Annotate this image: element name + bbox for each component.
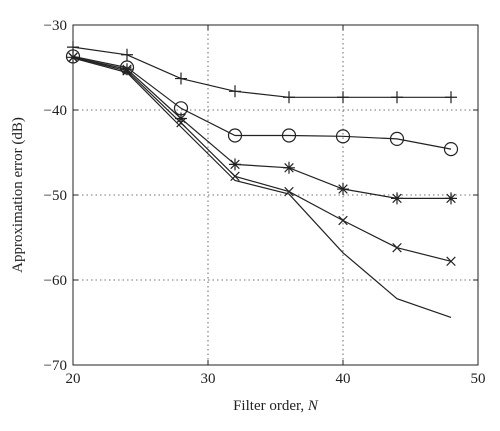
point-plus-marker bbox=[175, 72, 187, 85]
point-plus-marker bbox=[283, 91, 295, 104]
x-tick-label: 50 bbox=[471, 371, 486, 387]
y-tick-label: −40 bbox=[44, 103, 67, 119]
series-3-star bbox=[67, 51, 457, 205]
point-circle-marker bbox=[389, 131, 405, 146]
point-circle-marker bbox=[227, 128, 243, 143]
y-tick-label: −30 bbox=[44, 18, 67, 34]
series-line bbox=[72, 56, 452, 262]
point-plus-marker bbox=[337, 91, 349, 104]
y-tick-label: −60 bbox=[44, 273, 67, 289]
point-cross-marker bbox=[284, 186, 294, 197]
x-tick-label: 40 bbox=[336, 371, 351, 387]
x-axis-label: Filter order, N bbox=[233, 398, 319, 414]
point-plus-marker bbox=[121, 48, 133, 61]
x-tick-label: 20 bbox=[66, 371, 81, 387]
point-circle-marker bbox=[281, 128, 297, 143]
series-5-none bbox=[72, 57, 452, 318]
tick-labels: 20 30 40 50 −30 −40 −50 −60 −70 bbox=[44, 18, 486, 387]
point-plus-marker bbox=[445, 91, 457, 104]
point-cross-marker bbox=[338, 215, 348, 226]
series-line bbox=[72, 57, 452, 318]
point-star-marker bbox=[175, 112, 187, 125]
point-cross-marker bbox=[122, 66, 132, 76]
ticks bbox=[72, 24, 479, 366]
x-axis-label-text: Filter order, bbox=[233, 398, 308, 414]
point-circle-marker bbox=[335, 129, 351, 144]
point-star-marker bbox=[283, 161, 295, 174]
point-circle-marker bbox=[443, 142, 459, 157]
series-line bbox=[72, 56, 451, 199]
point-star-marker bbox=[445, 192, 457, 205]
point-cross-marker bbox=[392, 242, 402, 253]
point-plus-marker bbox=[391, 91, 403, 104]
series-line bbox=[72, 55, 452, 150]
x-tick-label: 30 bbox=[201, 371, 216, 387]
y-tick-label: −50 bbox=[44, 188, 67, 204]
x-axis-label-variable: N bbox=[307, 398, 319, 414]
y-tick-label: −70 bbox=[44, 358, 67, 374]
y-axis-label: Approximation error (dB) bbox=[10, 117, 26, 273]
point-cross-marker bbox=[230, 171, 240, 182]
series-4-cross bbox=[68, 52, 456, 267]
point-plus-marker bbox=[229, 85, 241, 98]
point-star-marker bbox=[229, 158, 241, 171]
point-star-marker bbox=[121, 63, 133, 76]
point-star-marker bbox=[391, 192, 403, 205]
series-group bbox=[65, 41, 459, 318]
series-line bbox=[72, 46, 451, 98]
point-cross-marker bbox=[446, 256, 456, 267]
series-2-circle bbox=[65, 49, 459, 157]
point-star-marker bbox=[337, 183, 349, 196]
grid bbox=[73, 25, 478, 365]
point-cross-marker bbox=[176, 118, 186, 128]
